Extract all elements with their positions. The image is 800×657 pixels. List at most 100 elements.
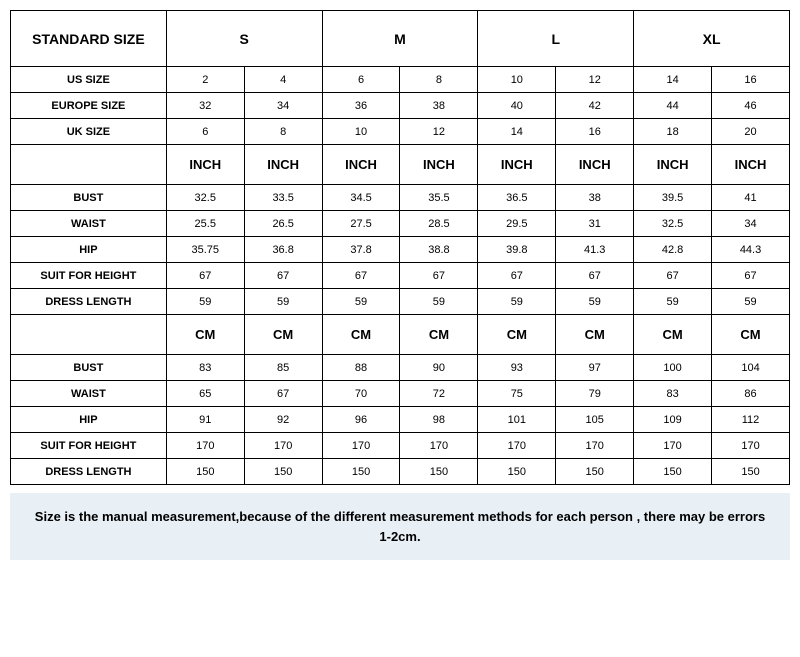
size-s: S <box>166 11 322 67</box>
bust-cm-row: BUST 83 85 88 90 93 97 100 104 <box>11 355 790 381</box>
table-cell: 67 <box>556 263 634 289</box>
table-cell: 150 <box>556 459 634 485</box>
table-cell: 37.8 <box>322 237 400 263</box>
table-cell: 65 <box>166 381 244 407</box>
table-cell: 41 <box>712 185 790 211</box>
hip-inch-row: HIP 35.75 36.8 37.8 38.8 39.8 41.3 42.8 … <box>11 237 790 263</box>
table-cell: 6 <box>166 119 244 145</box>
cm-unit-label-blank <box>11 315 167 355</box>
table-cell: 75 <box>478 381 556 407</box>
table-cell: 14 <box>478 119 556 145</box>
table-cell: 59 <box>166 289 244 315</box>
table-cell: 170 <box>556 433 634 459</box>
waist-inch-label: WAIST <box>11 211 167 237</box>
table-cell: 16 <box>712 67 790 93</box>
table-cell: 46 <box>712 93 790 119</box>
table-cell: 150 <box>634 459 712 485</box>
inch-unit-label-blank <box>11 145 167 185</box>
table-cell: 109 <box>634 407 712 433</box>
table-cell: 44 <box>634 93 712 119</box>
inch-unit: INCH <box>400 145 478 185</box>
table-cell: 67 <box>712 263 790 289</box>
table-cell: 150 <box>400 459 478 485</box>
table-cell: 12 <box>556 67 634 93</box>
table-cell: 150 <box>166 459 244 485</box>
table-cell: 14 <box>634 67 712 93</box>
table-cell: 150 <box>712 459 790 485</box>
bust-inch-label: BUST <box>11 185 167 211</box>
cm-unit: CM <box>166 315 244 355</box>
table-cell: 38 <box>400 93 478 119</box>
table-cell: 150 <box>244 459 322 485</box>
inch-unit: INCH <box>556 145 634 185</box>
table-cell: 104 <box>712 355 790 381</box>
table-cell: 86 <box>712 381 790 407</box>
size-l: L <box>478 11 634 67</box>
table-cell: 42 <box>556 93 634 119</box>
table-cell: 40 <box>478 93 556 119</box>
table-cell: 83 <box>166 355 244 381</box>
table-cell: 36.8 <box>244 237 322 263</box>
table-cell: 96 <box>322 407 400 433</box>
length-inch-label: DRESS LENGTH <box>11 289 167 315</box>
us-size-label: US SIZE <box>11 67 167 93</box>
table-cell: 18 <box>634 119 712 145</box>
table-cell: 8 <box>244 119 322 145</box>
table-cell: 44.3 <box>712 237 790 263</box>
inch-unit: INCH <box>478 145 556 185</box>
table-cell: 10 <box>322 119 400 145</box>
table-cell: 67 <box>244 381 322 407</box>
hip-cm-row: HIP 91 92 96 98 101 105 109 112 <box>11 407 790 433</box>
waist-cm-label: WAIST <box>11 381 167 407</box>
height-cm-label: SUIT FOR HEIGHT <box>11 433 167 459</box>
table-cell: 32 <box>166 93 244 119</box>
table-cell: 79 <box>556 381 634 407</box>
table-cell: 35.5 <box>400 185 478 211</box>
table-cell: 170 <box>400 433 478 459</box>
height-cm-row: SUIT FOR HEIGHT 170 170 170 170 170 170 … <box>11 433 790 459</box>
table-cell: 10 <box>478 67 556 93</box>
cm-unit: CM <box>478 315 556 355</box>
length-cm-row: DRESS LENGTH 150 150 150 150 150 150 150… <box>11 459 790 485</box>
table-cell: 32.5 <box>634 211 712 237</box>
table-cell: 170 <box>166 433 244 459</box>
header-label: STANDARD SIZE <box>11 11 167 67</box>
inch-unit: INCH <box>634 145 712 185</box>
inch-unit: INCH <box>712 145 790 185</box>
table-cell: 6 <box>322 67 400 93</box>
table-cell: 93 <box>478 355 556 381</box>
uk-size-label: UK SIZE <box>11 119 167 145</box>
cm-unit: CM <box>322 315 400 355</box>
cm-unit: CM <box>244 315 322 355</box>
table-cell: 4 <box>244 67 322 93</box>
inch-unit: INCH <box>166 145 244 185</box>
table-cell: 105 <box>556 407 634 433</box>
uk-size-row: UK SIZE 6 8 10 12 14 16 18 20 <box>11 119 790 145</box>
table-cell: 92 <box>244 407 322 433</box>
table-cell: 59 <box>244 289 322 315</box>
table-cell: 33.5 <box>244 185 322 211</box>
table-cell: 150 <box>322 459 400 485</box>
table-cell: 98 <box>400 407 478 433</box>
table-cell: 90 <box>400 355 478 381</box>
table-cell: 72 <box>400 381 478 407</box>
table-cell: 67 <box>634 263 712 289</box>
table-cell: 12 <box>400 119 478 145</box>
table-cell: 34 <box>712 211 790 237</box>
table-cell: 83 <box>634 381 712 407</box>
table-cell: 70 <box>322 381 400 407</box>
table-cell: 29.5 <box>478 211 556 237</box>
cm-unit-row: CM CM CM CM CM CM CM CM <box>11 315 790 355</box>
table-cell: 97 <box>556 355 634 381</box>
table-cell: 85 <box>244 355 322 381</box>
bust-cm-label: BUST <box>11 355 167 381</box>
europe-size-row: EUROPE SIZE 32 34 36 38 40 42 44 46 <box>11 93 790 119</box>
header-row: STANDARD SIZE S M L XL <box>11 11 790 67</box>
bust-inch-row: BUST 32.5 33.5 34.5 35.5 36.5 38 39.5 41 <box>11 185 790 211</box>
table-cell: 39.8 <box>478 237 556 263</box>
table-cell: 170 <box>478 433 556 459</box>
table-cell: 112 <box>712 407 790 433</box>
table-cell: 67 <box>166 263 244 289</box>
size-chart-table: STANDARD SIZE S M L XL US SIZE 2 4 6 8 1… <box>10 10 790 485</box>
table-cell: 27.5 <box>322 211 400 237</box>
